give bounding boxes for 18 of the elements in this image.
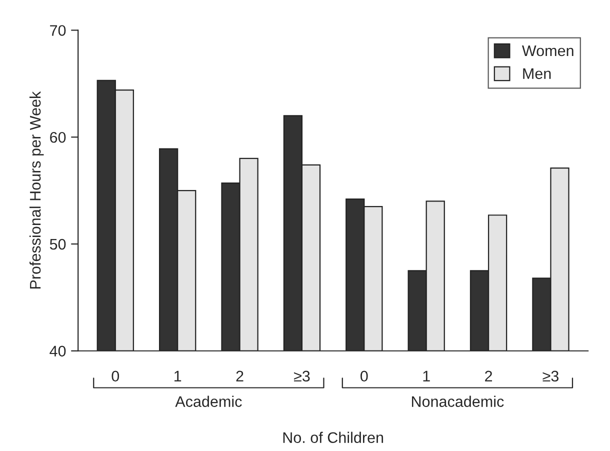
text: Academic [175,396,242,407]
x-tick-label: 0 [112,370,120,382]
y-tick-label: 40 [50,346,66,357]
y-tick-label: 70 [50,25,66,36]
x-tick-label: ≥3 [542,370,558,382]
legend-label: Women [522,46,574,56]
x-tick-label: 2 [236,370,244,382]
x-tick-label: 0 [360,370,368,382]
x-tick-label: 1 [423,370,430,382]
x-axis-title: No. of Children [283,432,384,444]
x-tick-label: ≥3 [294,370,310,382]
text: Nonacademic [412,396,504,407]
y-tick-label: 50 [50,238,66,250]
legend-label: Men [523,68,551,80]
x-tick-label: 1 [174,370,182,382]
y-axis-title: Professional Hours per Week [29,91,44,288]
y-tick-label: 60 [50,132,66,143]
x-tick-label: 2 [485,370,492,382]
